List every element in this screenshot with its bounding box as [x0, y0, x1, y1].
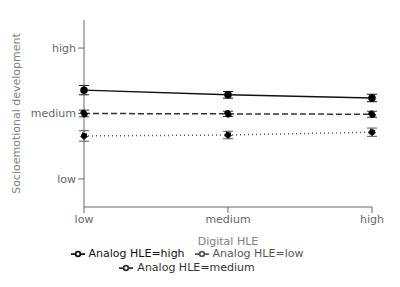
svg-text:medium: medium [205, 213, 250, 226]
html-text:Analog HLE=medium: Analog HLE=medium [137, 261, 255, 274]
svg-text:medium: medium [31, 107, 76, 120]
html-text:Analog HLE=high: Analog HLE=high [88, 247, 185, 260]
svg-text:low: low [57, 173, 76, 186]
svg-text:Socioemotional development: Socioemotional development [10, 32, 23, 193]
svg-text:high: high [360, 213, 384, 226]
svg-text:low: low [75, 213, 94, 226]
svg-text:high: high [52, 42, 76, 55]
html-text:Analog HLE=low: Analog HLE=low [212, 247, 304, 260]
svg-text:Digital HLE: Digital HLE [198, 235, 259, 248]
